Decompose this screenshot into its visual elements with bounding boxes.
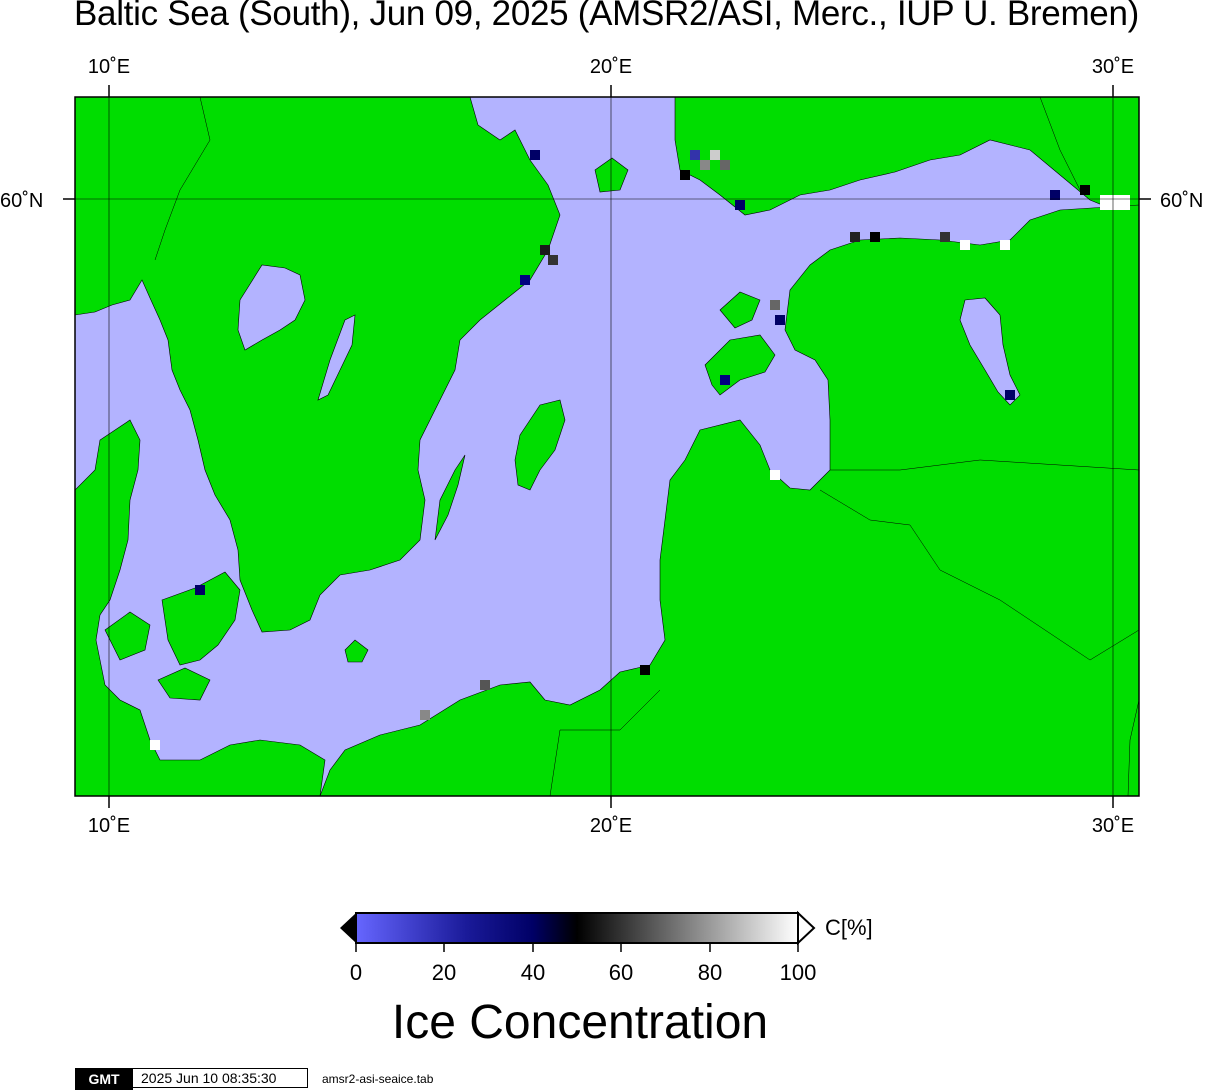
land-jutland xyxy=(75,419,326,796)
land-zealand xyxy=(161,571,241,666)
land-hiiumaa xyxy=(719,291,761,329)
colorbar-tick: 100 xyxy=(779,960,817,985)
land-finland xyxy=(674,97,1139,221)
land-aland xyxy=(594,157,629,193)
lat-label-left-60: 60˚N xyxy=(0,190,44,212)
lon-label-bottom-10: 10˚E xyxy=(87,815,131,837)
ice-colorbar xyxy=(340,910,816,952)
colorbar-tick: 40 xyxy=(520,960,546,985)
land-gotland xyxy=(514,399,566,491)
map-title: Baltic Sea (South), Jun 09, 2025 (AMSR2/… xyxy=(74,0,1139,33)
sea-ice-map xyxy=(63,85,1151,808)
country-borders xyxy=(154,97,1139,796)
lat-label-right-60: 60˚N xyxy=(1160,190,1204,212)
gmt-logo: GMT xyxy=(75,1068,133,1090)
land-scandinavia xyxy=(75,97,561,633)
colorbar-high-triangle xyxy=(797,910,816,946)
land-funen xyxy=(104,611,151,661)
colorbar-title: Ice Concentration xyxy=(391,996,769,1049)
colorbar-unit: C[%] xyxy=(825,915,873,940)
lake-vanern xyxy=(237,264,306,351)
source-filename: amsr2-asi-seaice.tab xyxy=(322,1072,434,1086)
colorbar-low-triangle xyxy=(340,913,356,943)
lon-label-top-20: 20˚E xyxy=(589,56,633,78)
graticule xyxy=(75,97,1139,796)
colorbar-gradient xyxy=(355,912,799,944)
colorbar-tick: 20 xyxy=(431,960,457,985)
lon-label-bottom-20: 20˚E xyxy=(589,815,633,837)
lake-vattern xyxy=(317,314,356,401)
map-ticks xyxy=(63,85,1151,808)
land-lolland xyxy=(157,667,211,701)
lon-label-bottom-30: 30˚E xyxy=(1091,815,1135,837)
ice-pixels xyxy=(150,150,1130,750)
lon-label-top-10: 10˚E xyxy=(87,56,131,78)
colorbar-tick: 80 xyxy=(697,960,723,985)
map-frame xyxy=(74,96,1140,797)
colorbar-tick: 0 xyxy=(349,960,363,985)
land-bornholm xyxy=(344,639,369,663)
land-oland xyxy=(434,454,466,541)
timestamp: 2025 Jun 10 08:35:30 xyxy=(132,1068,308,1088)
lon-label-top-30: 30˚E xyxy=(1091,56,1135,78)
colorbar-tick: 60 xyxy=(608,960,634,985)
